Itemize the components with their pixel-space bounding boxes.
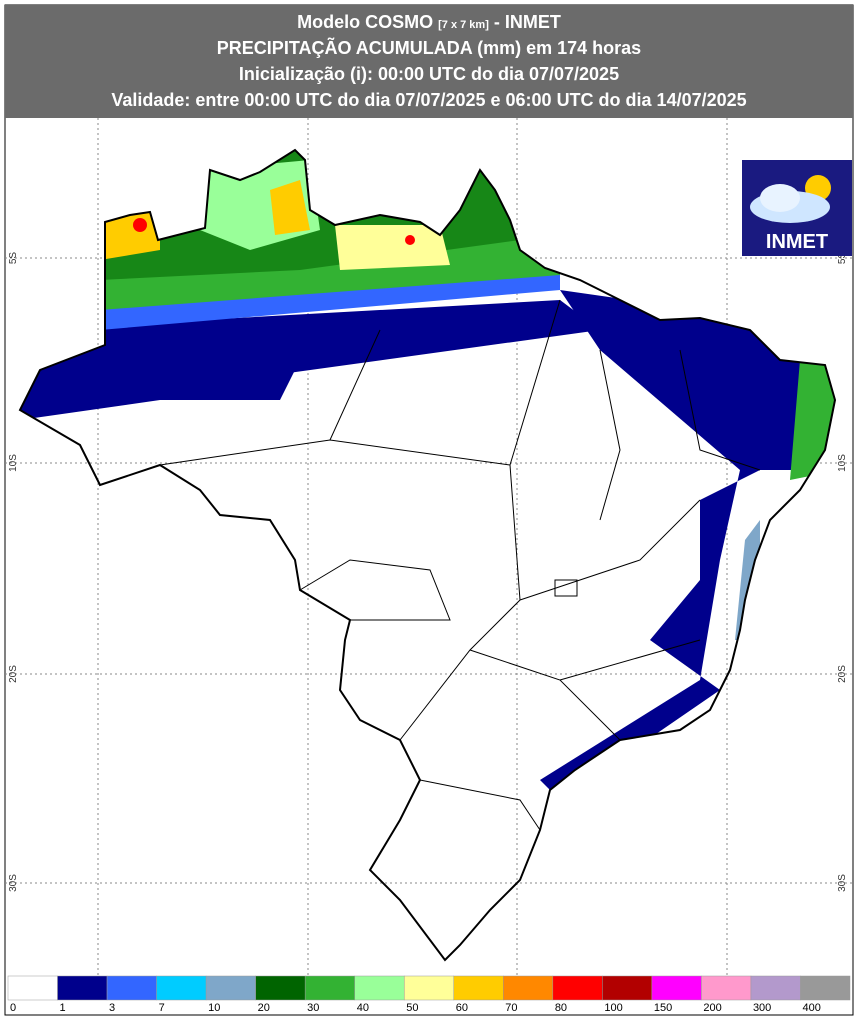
subtitle: PRECIPITAÇÃO ACUMULADA (mm) em 174 horas [217, 37, 641, 58]
legend-swatch [750, 975, 801, 1001]
legend-swatch [403, 975, 455, 1001]
rain-band [100, 270, 560, 330]
lat-label: 20S [8, 665, 19, 683]
lat-label: 20S [837, 665, 848, 683]
legend-swatch [354, 975, 405, 1001]
legend-label: 70 [505, 1002, 517, 1014]
legend-swatch [651, 975, 702, 1001]
rain-band [270, 180, 310, 235]
legend-swatch [602, 975, 653, 1001]
legend-label: 7 [159, 1002, 165, 1014]
lat-label: 5S [837, 252, 848, 265]
legend-label: 0 [10, 1002, 16, 1014]
legend-label: 400 [802, 1002, 820, 1014]
legend-label: 20 [258, 1002, 270, 1014]
state-borders [99, 299, 761, 831]
legend-swatch [205, 975, 256, 1001]
legend-swatch [57, 975, 108, 1001]
legend: 0 1 3 7 10 20 30 40 50 60 70 80 100 150 200 300 400 [7, 975, 851, 1014]
legend-label: 300 [753, 1002, 771, 1014]
header-band [5, 5, 853, 118]
legend-swatch [156, 975, 207, 1001]
legend-label: 60 [456, 1002, 468, 1014]
legend-swatch [106, 975, 157, 1001]
rain-band [540, 290, 835, 800]
legend-label: 30 [307, 1002, 319, 1014]
init-line: Inicialização (i): 00:00 UTC do dia 07/0… [239, 64, 619, 84]
legend-swatch [701, 975, 752, 1001]
lat-label: 10S [837, 454, 848, 472]
title-part: Modelo COSMO [297, 12, 433, 32]
legend-label: 200 [703, 1002, 721, 1014]
title-part: - INMET [494, 12, 561, 32]
legend-label: 3 [109, 1002, 115, 1014]
legend-label: 80 [555, 1002, 567, 1014]
lat-label: 30S [837, 874, 848, 892]
rain-band [335, 225, 450, 270]
legend-label: 1 [60, 1002, 66, 1014]
legend-label: 10 [208, 1002, 220, 1014]
title: Modelo COSMO [7 x 7 km] - INMET [297, 12, 561, 32]
title-part: [7 x 7 km] [438, 19, 489, 31]
rain-cell [133, 218, 147, 232]
lat-label: 30S [8, 874, 19, 892]
legend-label: 150 [654, 1002, 672, 1014]
legend-swatch [453, 975, 504, 1001]
legend-swatch [800, 975, 851, 1001]
validity-line: Validade: entre 00:00 UTC do dia 07/07/2… [111, 90, 746, 110]
legend-swatch [304, 975, 355, 1001]
legend-label: 50 [406, 1002, 418, 1014]
legend-swatch [503, 975, 554, 1001]
rain-band [20, 360, 300, 420]
lat-label: 10S [8, 454, 19, 472]
rain-cell [405, 235, 415, 245]
logo-text: INMET [766, 231, 828, 253]
legend-label: 100 [604, 1002, 622, 1014]
legend-swatch [255, 975, 306, 1001]
logo: INMET [742, 160, 852, 256]
legend-label: 40 [357, 1002, 369, 1014]
legend-swatch [552, 975, 603, 1001]
legend-swatch [7, 975, 58, 1001]
lat-label: 5S [8, 252, 19, 265]
